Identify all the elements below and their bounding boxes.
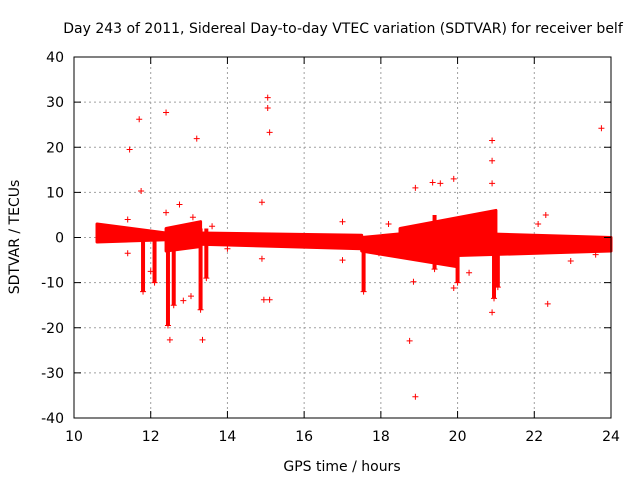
data-point — [504, 241, 511, 248]
data-point — [544, 300, 551, 307]
data-point — [466, 269, 473, 276]
y-tick-label: 10 — [46, 185, 64, 201]
data-point — [489, 309, 496, 316]
data-point — [412, 184, 419, 191]
data-point — [147, 268, 154, 275]
data-points — [95, 94, 613, 400]
data-point — [260, 296, 267, 303]
data-point — [567, 257, 574, 264]
data-point — [406, 337, 413, 344]
data-point — [491, 295, 498, 302]
data-point — [151, 279, 158, 286]
data-point — [193, 135, 200, 142]
data-point — [140, 288, 147, 295]
y-tick-label: -10 — [41, 276, 64, 292]
data-point — [163, 109, 170, 116]
data-point — [429, 179, 436, 186]
data-point — [163, 209, 170, 216]
y-axis-tick-labels: -40 -30 -20 -10 0 10 20 30 40 — [41, 50, 64, 427]
x-tick-label: 18 — [372, 429, 390, 445]
y-tick-label: 40 — [46, 50, 64, 66]
data-point — [385, 220, 392, 227]
data-point — [170, 302, 177, 309]
data-point — [542, 211, 549, 218]
data-point — [209, 223, 216, 230]
data-point — [166, 336, 173, 343]
data-point — [375, 250, 382, 257]
data-point — [124, 250, 131, 257]
data-point — [264, 104, 271, 111]
y-tick-label: -30 — [41, 366, 64, 382]
data-point — [535, 220, 542, 227]
data-point — [224, 245, 231, 252]
data-point — [180, 297, 187, 304]
data-point — [454, 279, 461, 286]
x-axis-label: GPS time / hours — [283, 459, 400, 475]
data-point — [199, 336, 206, 343]
data-point — [475, 214, 482, 221]
data-point — [136, 116, 143, 123]
data-point — [360, 288, 367, 295]
y-tick-label: -20 — [41, 321, 64, 337]
data-point — [164, 322, 171, 329]
x-tick-label: 12 — [142, 429, 160, 445]
x-tick-label: 16 — [295, 429, 313, 445]
data-point — [450, 175, 457, 182]
y-tick-label: -40 — [41, 411, 64, 427]
y-axis-label: SDTVAR / TECUs — [7, 180, 23, 295]
x-tick-label: 10 — [65, 429, 83, 445]
data-point — [592, 251, 599, 258]
data-point — [197, 306, 204, 313]
data-point — [489, 157, 496, 164]
data-point — [431, 266, 438, 273]
data-point — [598, 125, 605, 132]
x-tick-label: 22 — [525, 429, 543, 445]
x-tick-label: 24 — [602, 429, 620, 445]
x-axis-tick-labels: 10 12 14 16 18 20 22 24 — [65, 429, 620, 445]
data-point — [124, 216, 131, 223]
y-tick-label: 30 — [46, 95, 64, 111]
data-point — [412, 393, 419, 400]
data-point — [189, 214, 196, 221]
data-point — [494, 284, 501, 291]
data-point — [258, 255, 265, 262]
y-tick-label: 0 — [55, 231, 64, 247]
data-point — [410, 278, 417, 285]
data-point — [450, 285, 457, 292]
data-point — [203, 275, 210, 282]
data-point — [558, 248, 565, 255]
data-band — [164, 220, 203, 253]
data-point — [176, 201, 183, 208]
data-point — [264, 94, 271, 101]
data-point — [339, 218, 346, 225]
data-band — [456, 231, 613, 258]
x-tick-label: 14 — [219, 429, 237, 445]
data-point — [266, 129, 273, 136]
data-point — [138, 188, 145, 195]
chart-title: Day 243 of 2011, Sidereal Day-to-day VTE… — [63, 21, 624, 37]
x-tick-label: 20 — [449, 429, 467, 445]
data-point — [339, 257, 346, 264]
data-point — [126, 146, 133, 153]
data-point — [437, 180, 444, 187]
axis-ticks — [73, 56, 612, 419]
y-tick-label: 20 — [46, 140, 64, 156]
data-point — [489, 137, 496, 144]
data-point — [266, 296, 273, 303]
data-point — [187, 293, 194, 300]
data-point — [258, 199, 265, 206]
data-band — [199, 231, 364, 251]
data-point — [489, 180, 496, 187]
